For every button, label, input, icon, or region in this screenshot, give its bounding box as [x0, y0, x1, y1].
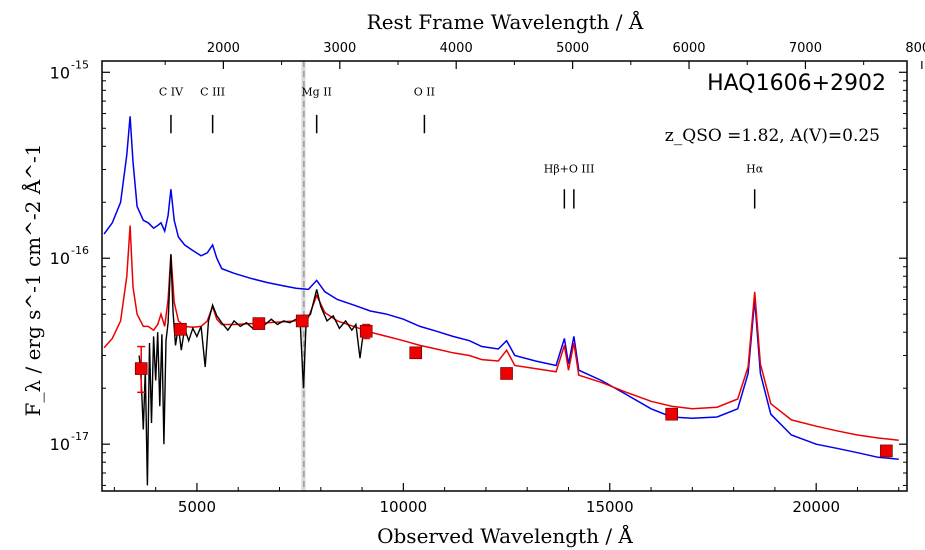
emission-line-label: Hα: [746, 162, 764, 175]
photometry-point: [359, 324, 373, 338]
object-name: HAQ1606+2902: [707, 71, 886, 96]
top-axis-ticks: 2000 3000 4000 5000 6000 7000 8000: [164, 41, 925, 69]
emission-line-label: C III: [200, 86, 225, 99]
y-tick-exponent: -16: [71, 244, 89, 257]
y-tick-exponent: -17: [71, 430, 89, 443]
red-reddened-series: [103, 225, 899, 441]
emission-line-label: Hβ+O III: [544, 162, 595, 175]
y-tick-label: 10: [50, 249, 70, 268]
x-tick-label: 10000: [379, 498, 427, 516]
emission-line-label: C IV: [159, 86, 184, 99]
photometry-point: [252, 317, 266, 330]
photometry-point: [134, 362, 148, 375]
emission-line-label: O II: [414, 86, 435, 99]
y-axis-title: F_λ / erg s^-1 cm^-2 Å^-1: [20, 144, 45, 417]
top-tick-label: 6000: [672, 41, 705, 56]
blue-composite-series: [103, 116, 899, 460]
top-tick-label: 8000: [905, 41, 925, 56]
photometry-layer: [134, 314, 893, 458]
spectrum-series-layer: [103, 116, 899, 486]
photometry-point: [880, 444, 893, 458]
top-axis-title: Rest Frame Wavelength / Å: [367, 9, 644, 34]
y-tick-label: 10: [50, 63, 70, 82]
x-tick-label: 5000: [178, 498, 216, 516]
observed-spectrum-series: [138, 254, 369, 486]
y-tick-label: 10: [50, 435, 70, 454]
emission-line-label: Mg II: [301, 86, 332, 99]
photometry-point: [500, 367, 513, 380]
top-tick-label: 5000: [556, 41, 589, 56]
y-tick-exponent: -15: [71, 58, 89, 71]
x-axis-title: Observed Wavelength / Å: [377, 523, 633, 548]
top-tick-label: 7000: [789, 41, 822, 56]
redshift-extinction-annotation: z_QSO =1.82, A(V)=0.25: [665, 126, 880, 146]
emission-line-layer: C IV C III Mg II O II Hβ+O III Hα: [159, 86, 764, 209]
photometry-point: [665, 407, 678, 421]
x-tick-label: 20000: [792, 498, 840, 516]
photometry-point: [295, 314, 309, 328]
top-tick-label: 2000: [207, 41, 240, 56]
top-tick-label: 4000: [440, 41, 473, 56]
x-axis-ticks: 5000 10000 15000 20000: [113, 483, 900, 516]
photometry-point: [409, 346, 423, 360]
x-tick-label: 15000: [586, 498, 634, 516]
photometry-point: [174, 322, 187, 336]
top-tick-label: 3000: [323, 41, 356, 56]
